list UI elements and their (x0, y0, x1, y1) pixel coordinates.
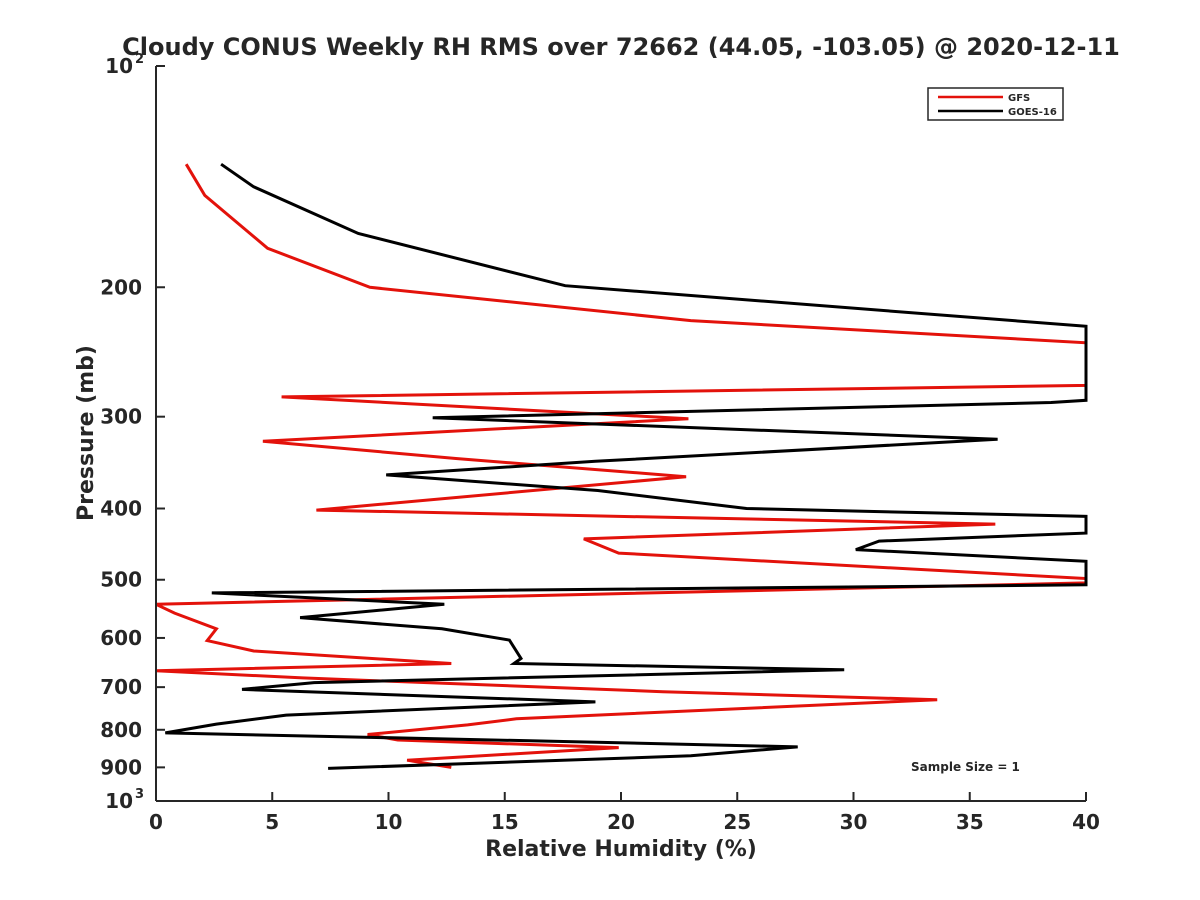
chart-title: Cloudy CONUS Weekly RH RMS over 72662 (4… (122, 33, 1120, 61)
legend-box (927, 87, 1064, 121)
x-ticks: 0 5 10 15 20 25 30 35 40 (149, 792, 1100, 834)
x-tick-label: 5 (265, 810, 279, 834)
legend: GFS GOES-16 (927, 87, 1064, 121)
x-tick-label: 20 (607, 810, 635, 834)
y-tick-label: 600 (100, 626, 142, 650)
legend-label-gfs: GFS (1008, 93, 1030, 104)
y-tick-label: 500 (100, 568, 142, 592)
series-layer (155, 162, 1088, 770)
y-tick-exponent: 3 (135, 787, 144, 802)
y-tick-label: 700 (100, 675, 142, 699)
y-tick-label: 800 (100, 718, 142, 742)
y-tick-label: 10 (105, 54, 133, 78)
y-tick-label: 400 (100, 497, 142, 521)
x-tick-label: 40 (1072, 810, 1100, 834)
y-tick-label: 200 (100, 275, 142, 299)
series-line-goes16 (165, 162, 1088, 770)
x-tick-label: 30 (840, 810, 868, 834)
y-tick-exponent: 2 (135, 52, 144, 67)
legend-label-goes16: GOES-16 (1008, 107, 1057, 118)
x-tick-label: 0 (149, 810, 163, 834)
x-tick-label: 15 (491, 810, 519, 834)
x-tick-label: 35 (956, 810, 984, 834)
x-tick-label: 25 (723, 810, 751, 834)
x-tick-label: 10 (375, 810, 403, 834)
y-axis-label: Pressure (mb) (74, 345, 99, 521)
x-axis-label: Relative Humidity (%) (485, 837, 757, 862)
y-tick-label: 300 (100, 405, 142, 429)
sample-size-annotation: Sample Size = 1 (911, 760, 1020, 774)
y-tick-label: 10 (105, 789, 133, 813)
y-tick-label: 900 (100, 755, 142, 779)
